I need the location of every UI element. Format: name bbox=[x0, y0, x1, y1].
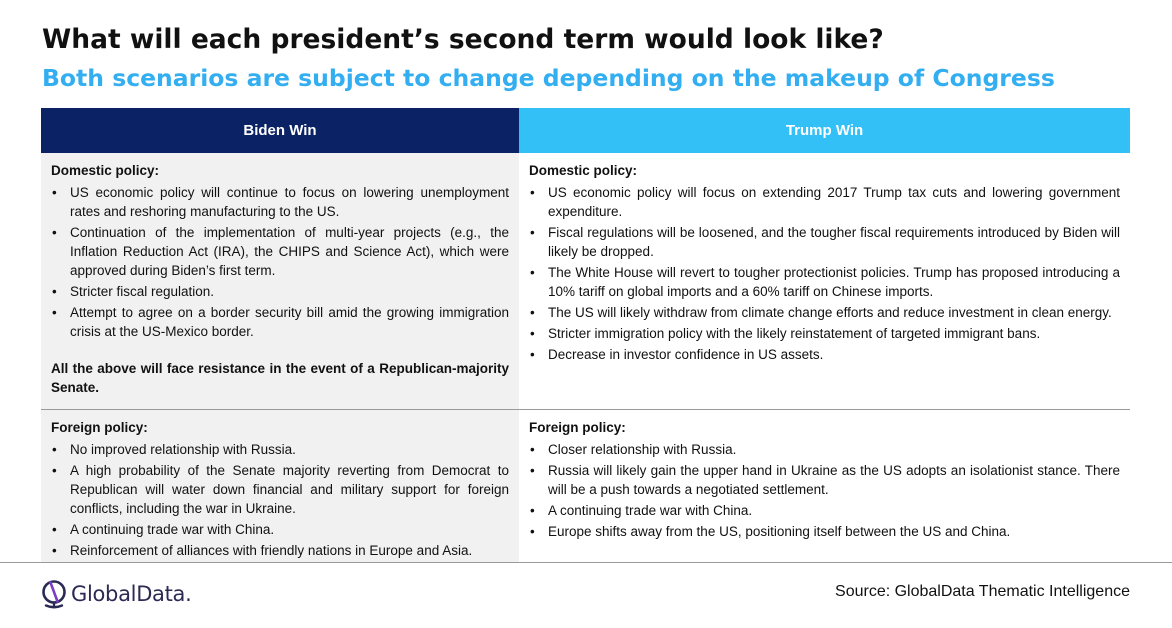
page-subtitle: Both scenarios are subject to change dep… bbox=[42, 64, 1055, 92]
list-item: US economic policy will focus on extendi… bbox=[529, 183, 1120, 221]
globaldata-logo: GlobalData. bbox=[40, 578, 192, 610]
list-item: The White House will revert to tougher p… bbox=[529, 263, 1120, 301]
trump-domestic-heading: Domestic policy: bbox=[529, 163, 638, 178]
page-title: What will each president’s second term w… bbox=[42, 24, 884, 55]
list-item: Europe shifts away from the US, position… bbox=[529, 522, 1120, 541]
list-item: Russia will likely gain the upper hand i… bbox=[529, 461, 1120, 499]
row-divider bbox=[41, 409, 1130, 410]
biden-domestic-heading: Domestic policy: bbox=[51, 163, 160, 178]
logo-text: GlobalData. bbox=[71, 582, 192, 606]
list-item: Continuation of the implementation of mu… bbox=[51, 223, 509, 280]
list-item: Stricter fiscal regulation. bbox=[51, 282, 509, 301]
footer-divider bbox=[0, 562, 1172, 563]
list-item: A continuing trade war with China. bbox=[51, 520, 509, 539]
trump-domestic-list: US economic policy will focus on extendi… bbox=[529, 183, 1120, 364]
trump-domestic-cell: Domestic policy: US economic policy will… bbox=[519, 153, 1130, 409]
list-item: Fiscal regulations will be loosened, and… bbox=[529, 223, 1120, 261]
biden-domestic-cell: Domestic policy: US economic policy will… bbox=[41, 153, 519, 409]
trump-foreign-heading: Foreign policy: bbox=[529, 420, 626, 435]
biden-foreign-cell: Foreign policy: No improved relationship… bbox=[41, 410, 519, 562]
biden-foreign-heading: Foreign policy: bbox=[51, 420, 148, 435]
trump-win-header: Trump Win bbox=[519, 108, 1130, 153]
biden-foreign-list: No improved relationship with Russia. A … bbox=[51, 440, 509, 560]
list-item: A high probability of the Senate majorit… bbox=[51, 461, 509, 518]
list-item: Reinforcement of alliances with friendly… bbox=[51, 541, 509, 560]
trump-foreign-list: Closer relationship with Russia. Russia … bbox=[529, 440, 1120, 541]
biden-win-header: Biden Win bbox=[41, 108, 519, 153]
list-item: US economic policy will continue to focu… bbox=[51, 183, 509, 221]
list-item: Attempt to agree on a border security bi… bbox=[51, 303, 509, 341]
list-item: Stricter immigration policy with the lik… bbox=[529, 324, 1120, 343]
list-item: Closer relationship with Russia. bbox=[529, 440, 1120, 459]
list-item: The US will likely withdraw from climate… bbox=[529, 303, 1120, 322]
list-item: No improved relationship with Russia. bbox=[51, 440, 509, 459]
globaldata-logo-icon bbox=[42, 580, 66, 609]
list-item: A continuing trade war with China. bbox=[529, 501, 1120, 520]
biden-domestic-note: All the above will face resistance in th… bbox=[51, 361, 509, 395]
source-note: Source: GlobalData Thematic Intelligence bbox=[835, 583, 1130, 600]
list-item: Decrease in investor confidence in US as… bbox=[529, 345, 1120, 364]
biden-domestic-list: US economic policy will continue to focu… bbox=[51, 183, 509, 341]
trump-foreign-cell: Foreign policy: Closer relationship with… bbox=[519, 410, 1130, 562]
